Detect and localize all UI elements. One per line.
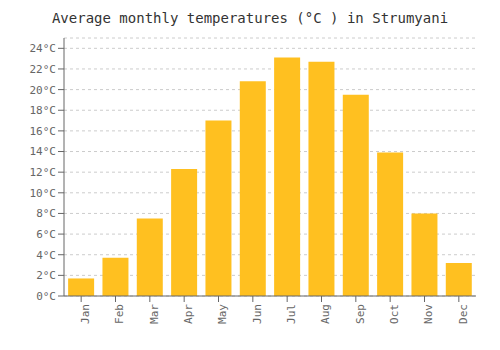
svg-text:8°C: 8°C [36,207,56,220]
svg-text:22°C: 22°C [30,63,57,76]
svg-text:Apr: Apr [182,304,195,324]
svg-text:2°C: 2°C [36,269,56,282]
svg-text:6°C: 6°C [36,228,56,241]
svg-text:Oct: Oct [388,304,401,324]
svg-text:4°C: 4°C [36,249,56,262]
svg-text:24°C: 24°C [30,42,57,55]
svg-text:May: May [216,304,229,324]
svg-text:12°C: 12°C [30,166,57,179]
svg-text:Mar: Mar [148,304,161,324]
svg-text:Sep: Sep [354,304,367,324]
svg-text:Aug: Aug [319,304,332,324]
svg-text:Nov: Nov [422,304,435,324]
svg-text:10°C: 10°C [30,187,57,200]
svg-text:16°C: 16°C [30,125,57,138]
svg-text:18°C: 18°C [30,104,57,117]
svg-text:0°C: 0°C [36,290,56,303]
svg-text:Jun: Jun [251,304,264,324]
svg-text:Jul: Jul [285,304,298,324]
svg-text:20°C: 20°C [30,84,57,97]
svg-text:14°C: 14°C [30,145,57,158]
svg-text:Feb: Feb [113,304,126,324]
svg-text:Jan: Jan [79,304,92,324]
html-text:Average monthly temperatures (: Average monthly temperatures (°C ) in St… [51,10,449,26]
svg-text:Dec: Dec [457,304,470,324]
